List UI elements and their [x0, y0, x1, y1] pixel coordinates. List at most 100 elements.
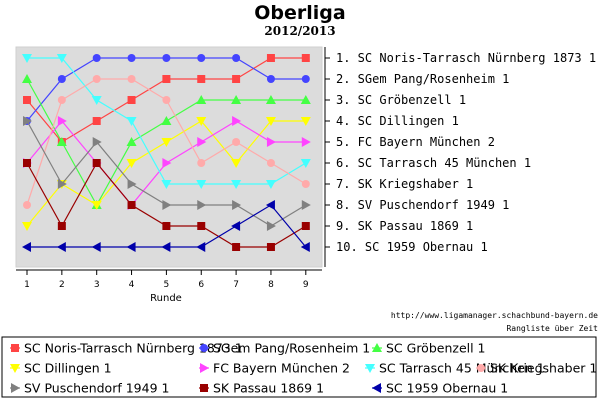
data-point — [196, 242, 206, 252]
legend-label: SC Tarrasch 45 München 1 — [379, 361, 545, 376]
data-point — [161, 242, 171, 252]
data-point — [301, 222, 310, 230]
data-point — [231, 221, 241, 231]
x-tick-label: 6 — [198, 280, 204, 290]
data-point — [196, 117, 207, 126]
legend-item: SC 1959 Obernau 1 — [372, 381, 508, 396]
rank-label: 6. SC Tarrasch 45 München 1 — [336, 156, 531, 170]
data-point — [92, 137, 102, 147]
data-point — [23, 96, 31, 104]
data-point — [127, 179, 137, 189]
legend-marker — [200, 384, 208, 392]
legend-label: SC 1959 Obernau 1 — [386, 381, 508, 396]
data-point — [300, 95, 311, 104]
legend-label: SC Dillingen 1 — [24, 361, 112, 376]
legend-marker — [200, 344, 208, 352]
rank-label: 5. FC Bayern München 2 — [336, 135, 495, 149]
data-point — [162, 200, 172, 210]
rank-label: 7. SK Kriegshaber 1 — [336, 177, 473, 191]
data-point — [232, 200, 242, 210]
data-point — [161, 138, 172, 147]
legend-marker — [365, 364, 375, 373]
legend-item: SK Kriegshaber 1 — [476, 361, 597, 376]
data-point — [57, 75, 66, 83]
data-point — [197, 54, 206, 62]
legend-item: SC Noris-Tarrasch Nürnberg 1873 1 — [10, 341, 243, 356]
series-sk-passau-1869-1 — [23, 159, 310, 251]
data-point — [162, 75, 171, 83]
series-sc-gr-benzell-1 — [22, 74, 311, 209]
x-tick-label: 1 — [24, 280, 30, 290]
data-point — [22, 222, 32, 231]
data-point — [57, 179, 67, 189]
data-point — [196, 95, 207, 104]
x-tick-label: 3 — [94, 280, 100, 290]
source-url: http://www.ligamanager.schachbund-bayern… — [391, 311, 598, 320]
legend-item: SC Tarrasch 45 München 1 — [365, 361, 545, 376]
series-sc-1959-obernau-1 — [22, 200, 310, 252]
data-point — [91, 201, 102, 210]
legend-item: FC Bayern München 2 — [199, 361, 350, 376]
data-point — [162, 96, 171, 104]
data-point — [127, 54, 136, 62]
rank-label: 10. SC 1959 Obernau 1 — [336, 240, 488, 254]
data-point — [127, 96, 136, 104]
data-point — [92, 75, 101, 83]
data-point — [126, 117, 137, 126]
data-point — [266, 243, 275, 251]
data-point — [91, 242, 101, 252]
data-point — [232, 75, 241, 83]
x-axis: 1 2 3 4 5 6 7 8 9 — [16, 269, 322, 290]
data-point — [23, 116, 32, 126]
legend-item: SGem Pang/Rosenheim 1 — [199, 341, 370, 356]
data-point — [161, 116, 172, 125]
data-point — [23, 159, 31, 167]
data-point — [126, 242, 136, 252]
data-point — [57, 116, 67, 126]
legend-label: SK Passau 1869 1 — [213, 381, 324, 396]
data-point — [231, 95, 242, 104]
x-tick-label: 2 — [59, 280, 65, 290]
series-sk-kriegshaber-1 — [23, 75, 310, 209]
data-point — [126, 137, 137, 146]
data-point — [265, 200, 275, 210]
legend-marker — [10, 364, 20, 373]
legend-marker — [11, 383, 20, 393]
data-point — [265, 117, 276, 126]
legend-label: SV Puschendorf 1949 1 — [24, 381, 169, 396]
data-point — [197, 159, 206, 167]
chart-caption: Rangliste über Zeit — [506, 324, 598, 333]
data-point — [127, 75, 136, 83]
x-tick-label: 9 — [303, 280, 309, 290]
data-point — [197, 222, 206, 230]
legend-item: SC Gröbenzell 1 — [372, 341, 486, 356]
data-point — [231, 159, 242, 168]
legend-label: SC Gröbenzell 1 — [386, 341, 486, 356]
rank-label: 4. SC Dillingen 1 — [336, 114, 459, 128]
data-point — [197, 137, 207, 147]
legend-label: SC Noris-Tarrasch Nürnberg 1873 1 — [24, 341, 243, 356]
data-point — [265, 180, 276, 189]
data-point — [197, 200, 207, 210]
legend-marker — [372, 383, 381, 393]
legend-item: SC Dillingen 1 — [10, 361, 112, 376]
data-point — [265, 95, 276, 104]
data-point — [232, 116, 242, 126]
data-point — [301, 54, 310, 62]
legend-label: SK Kriegshaber 1 — [490, 361, 597, 376]
rank-label: 8. SV Puschendorf 1949 1 — [336, 198, 509, 212]
legend-label: FC Bayern München 2 — [213, 361, 350, 376]
data-point — [56, 54, 67, 63]
chart-title: Oberliga — [254, 2, 345, 24]
data-point — [162, 54, 171, 62]
data-point — [300, 117, 311, 126]
data-point — [301, 75, 310, 83]
data-point — [22, 54, 32, 63]
data-point — [22, 74, 32, 83]
rank-axis: 1. SC Noris-Tarrasch Nürnberg 1873 1 2. … — [324, 47, 596, 267]
data-point — [301, 200, 311, 210]
series-layer — [22, 54, 311, 252]
data-point — [127, 201, 136, 209]
